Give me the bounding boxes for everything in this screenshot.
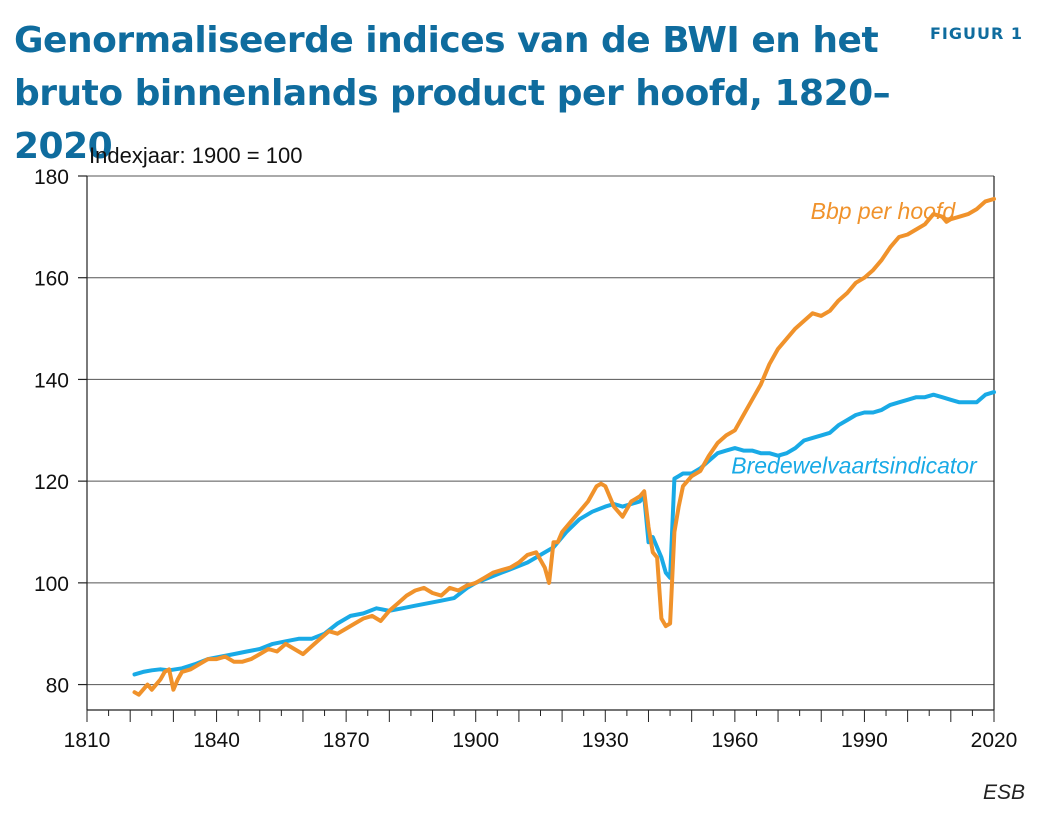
x-tick-label: 1870 bbox=[323, 729, 370, 752]
figure-label: FIGUUR 1 bbox=[929, 24, 1023, 43]
x-tick-label: 2020 bbox=[971, 729, 1018, 752]
chart-title: Genormaliseerde indices van de BWI en he… bbox=[14, 20, 891, 167]
series-labels: Bbp per hoofd Bredewelvaartsindicator bbox=[731, 198, 978, 478]
x-tick-label: 1990 bbox=[841, 729, 888, 752]
series-line-bbp bbox=[132, 196, 996, 697]
x-tick-label: 1900 bbox=[452, 729, 499, 752]
x-tick-label: 1930 bbox=[582, 729, 629, 752]
x-tick-label: 1810 bbox=[64, 729, 111, 752]
axes: 80 100 120 140 160 180 1810 1840 1870 1900 1930 196… bbox=[34, 166, 1017, 752]
y-tick-label: 120 bbox=[34, 471, 69, 494]
y-tick-label: 80 bbox=[46, 675, 69, 698]
y-tick-label: 100 bbox=[34, 573, 69, 596]
series-line-bwi bbox=[132, 390, 996, 677]
series-group bbox=[132, 196, 996, 697]
y-tick-label: 140 bbox=[34, 369, 69, 392]
x-tick-label: 1840 bbox=[193, 729, 240, 752]
series-label-bwi: Bredewelvaartsindicator bbox=[731, 453, 978, 479]
x-tick-label: 1960 bbox=[711, 729, 758, 752]
y-tick-label: 180 bbox=[34, 166, 69, 189]
series-label-bbp: Bbp per hoofd bbox=[811, 198, 957, 224]
chart-subtitle: Indexjaar: 1900 = 100 bbox=[89, 143, 302, 168]
grid-lines bbox=[87, 175, 994, 686]
y-tick-label: 160 bbox=[34, 268, 69, 291]
source-label: ESB bbox=[982, 781, 1025, 804]
